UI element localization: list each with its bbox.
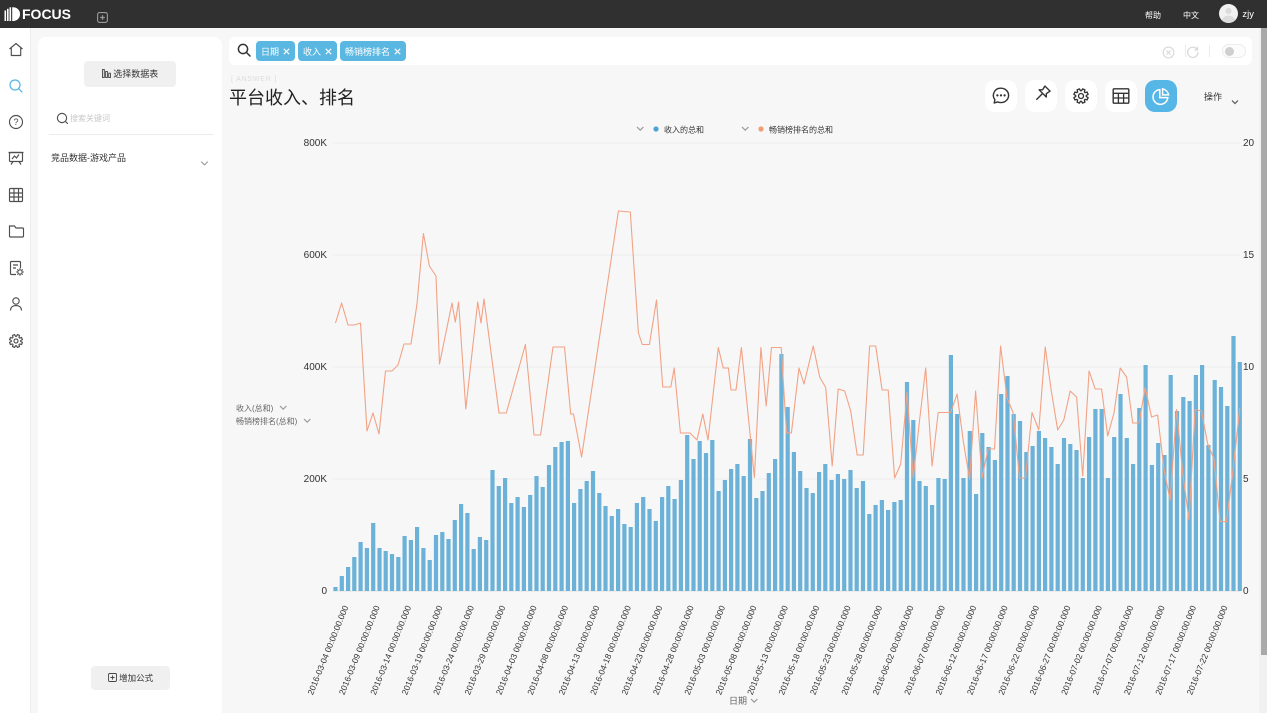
svg-text:?: ? [13, 117, 18, 127]
svg-text:20: 20 [1243, 138, 1255, 149]
svg-text:收入(总和): 收入(总和) [236, 403, 274, 413]
svg-text:600K: 600K [304, 250, 328, 261]
svg-text:10: 10 [1243, 362, 1255, 373]
svg-text:15: 15 [1243, 250, 1255, 261]
svg-text:400K: 400K [304, 362, 328, 373]
svg-text:收入的总和: 收入的总和 [664, 125, 704, 135]
svg-text:0: 0 [1243, 586, 1249, 597]
svg-text:200K: 200K [304, 474, 328, 485]
svg-text:日期: 日期 [729, 696, 747, 706]
svg-text:畅销榜排名(总和): 畅销榜排名(总和) [236, 416, 298, 426]
svg-text:800K: 800K [304, 138, 328, 149]
svg-text:畅销榜排名的总和: 畅销榜排名的总和 [769, 125, 833, 135]
svg-text:0: 0 [321, 586, 327, 597]
svg-text:5: 5 [1243, 474, 1249, 485]
